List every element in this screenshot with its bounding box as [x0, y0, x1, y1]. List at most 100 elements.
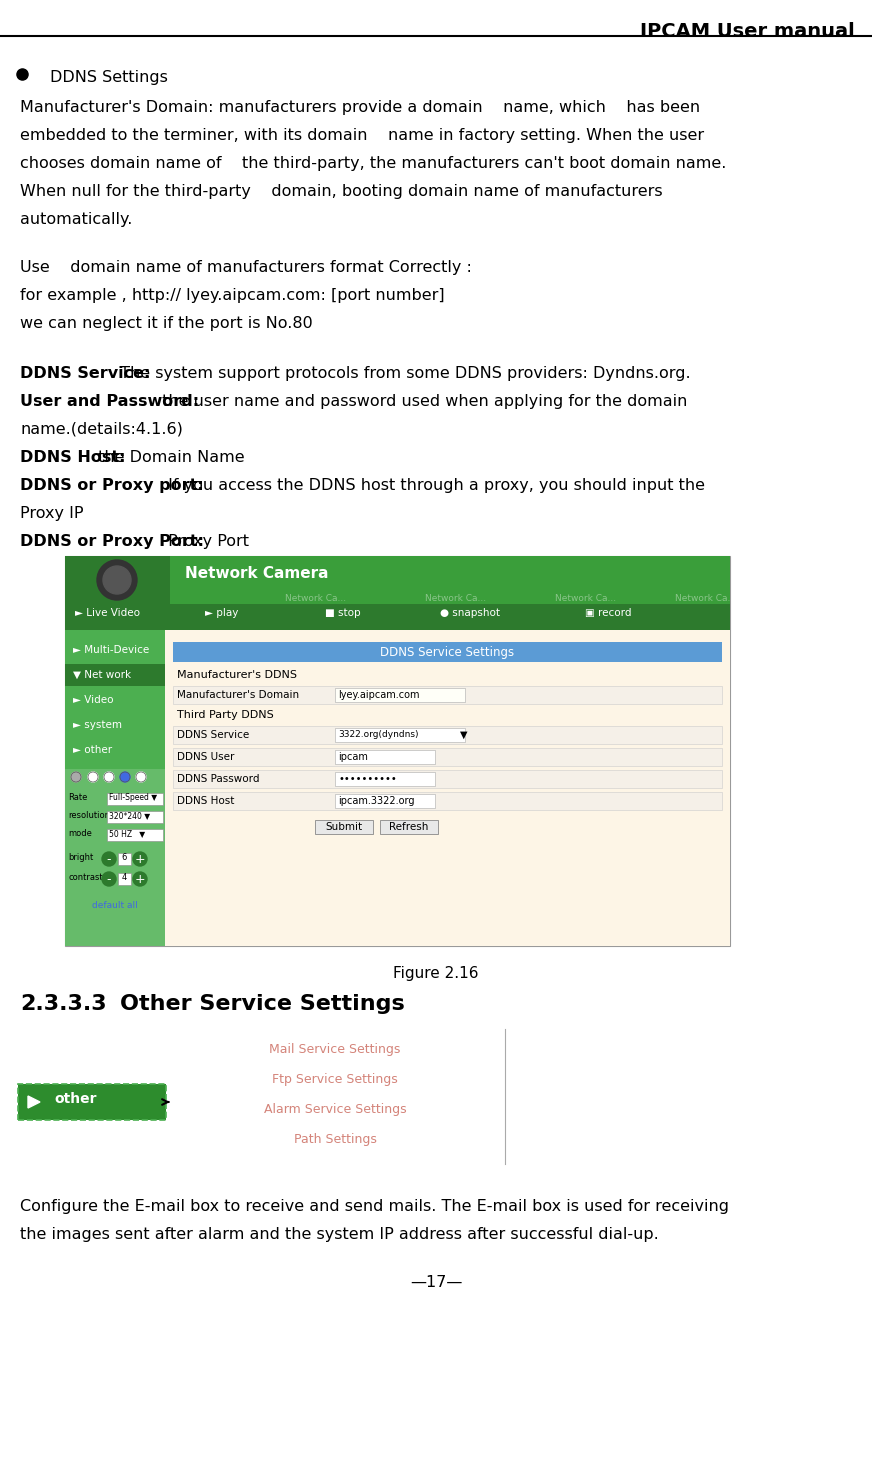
Text: IPCAM User manual: IPCAM User manual [640, 22, 855, 41]
Text: Configure the E-mail box to receive and send mails. The E-mail box is used for r: Configure the E-mail box to receive and … [20, 1199, 729, 1213]
Circle shape [97, 560, 137, 600]
Text: resolution: resolution [68, 811, 110, 820]
Bar [380, 820, 438, 834]
Text: -: - [106, 853, 112, 866]
Bar [65, 556, 730, 605]
Text: Alarm Service Settings: Alarm Service Settings [263, 1103, 406, 1116]
Bar [65, 769, 165, 785]
Text: 320*240 ▼: 320*240 ▼ [109, 811, 150, 820]
Text: 4: 4 [121, 873, 126, 882]
Text: Network Ca...: Network Ca... [555, 594, 617, 603]
Text: Manufacturer's Domain: Manufacturer's Domain [177, 690, 299, 701]
Text: ▣ record: ▣ record [585, 607, 631, 618]
Bar [18, 1083, 166, 1120]
Text: Manufacturer's Domain: manufacturers provide a domain    name, which    has been: Manufacturer's Domain: manufacturers pro… [20, 101, 700, 115]
Bar [65, 556, 170, 605]
Bar [173, 770, 722, 788]
Text: mode: mode [68, 829, 92, 838]
Bar [173, 686, 722, 704]
Text: for example , http:// lyey.aipcam.com: [port number]: for example , http:// lyey.aipcam.com: [… [20, 288, 445, 303]
Text: bright: bright [68, 853, 93, 862]
Text: ••••••••••: •••••••••• [338, 774, 397, 783]
Circle shape [71, 772, 81, 782]
Text: ipcam: ipcam [338, 752, 368, 763]
Text: Rate: Rate [68, 794, 87, 803]
Text: Refresh: Refresh [389, 822, 429, 832]
Text: ► Video: ► Video [73, 695, 113, 705]
Bar [65, 664, 165, 686]
Text: Network Camera: Network Camera [185, 566, 329, 581]
Circle shape [136, 772, 146, 782]
Circle shape [120, 772, 130, 782]
Circle shape [133, 851, 147, 866]
Text: DDNS Host:: DDNS Host: [20, 449, 126, 466]
Text: Other Service Settings: Other Service Settings [120, 995, 405, 1014]
Text: Network Ca...: Network Ca... [425, 594, 486, 603]
Text: other: other [54, 1092, 97, 1106]
Text: DDNS User: DDNS User [177, 752, 235, 763]
Text: User and Password:: User and Password: [20, 395, 199, 409]
Text: Network Ca...: Network Ca... [675, 594, 736, 603]
Text: DDNS Service:: DDNS Service: [20, 367, 150, 381]
Text: the user name and password used when applying for the domain: the user name and password used when app… [157, 395, 687, 409]
Bar [335, 794, 435, 808]
Bar [65, 556, 730, 946]
Text: -: - [106, 873, 112, 885]
Circle shape [104, 772, 114, 782]
Circle shape [102, 872, 116, 885]
Text: DDNS Service: DDNS Service [177, 730, 249, 740]
Text: ► other: ► other [73, 745, 112, 755]
Text: chooses domain name of    the third-party, the manufacturers can't boot domain n: chooses domain name of the third-party, … [20, 157, 726, 171]
Text: DDNS or Proxy port:: DDNS or Proxy port: [20, 477, 204, 494]
Bar [173, 748, 722, 766]
Text: ▼: ▼ [460, 730, 467, 740]
Text: +: + [134, 873, 146, 885]
Text: ipcam.3322.org: ipcam.3322.org [338, 797, 414, 806]
Text: Path Settings: Path Settings [294, 1134, 377, 1145]
Text: 2.3.3.3: 2.3.3.3 [20, 995, 106, 1014]
Text: DDNS Service Settings: DDNS Service Settings [380, 646, 514, 659]
Text: embedded to the terminer, with its domain    name in factory setting. When the u: embedded to the terminer, with its domai… [20, 129, 704, 143]
Text: ► Multi-Device: ► Multi-Device [73, 644, 149, 655]
Text: 50 HZ   ▼: 50 HZ ▼ [109, 829, 145, 838]
Bar [173, 641, 722, 662]
Bar [173, 726, 722, 743]
Text: DDNS Host: DDNS Host [177, 797, 235, 806]
Bar [118, 873, 131, 885]
Text: Figure 2.16: Figure 2.16 [393, 967, 479, 981]
Bar [107, 794, 163, 806]
Circle shape [88, 772, 98, 782]
Circle shape [103, 566, 131, 594]
Polygon shape [28, 1097, 40, 1108]
Text: 3322.org(dyndns): 3322.org(dyndns) [338, 730, 419, 739]
Text: Submit: Submit [325, 822, 363, 832]
Bar [173, 792, 722, 810]
Bar [165, 1029, 505, 1165]
Text: name.(details:4.1.6): name.(details:4.1.6) [20, 423, 183, 437]
Text: The system support protocols from some DDNS providers: Dyndns.org.: The system support protocols from some D… [115, 367, 691, 381]
Text: —17—: —17— [410, 1276, 462, 1290]
Bar [107, 811, 163, 823]
Text: DDNS Settings: DDNS Settings [50, 69, 168, 86]
Text: Mail Service Settings: Mail Service Settings [269, 1043, 401, 1055]
Text: If you access the DDNS host through a proxy, you should input the: If you access the DDNS host through a pr… [162, 477, 705, 494]
Text: automatically.: automatically. [20, 211, 133, 228]
Bar [165, 630, 730, 946]
Text: Third Party DDNS: Third Party DDNS [177, 709, 274, 720]
Text: Proxy Port: Proxy Port [162, 534, 249, 548]
Text: ► play: ► play [205, 607, 238, 618]
Text: Use    domain name of manufacturers format Correctly :: Use domain name of manufacturers format … [20, 260, 472, 275]
Text: we can neglect it if the port is No.80: we can neglect it if the port is No.80 [20, 316, 313, 331]
Bar [65, 769, 165, 946]
Text: Full-Speed ▼: Full-Speed ▼ [109, 794, 157, 803]
Text: default all: default all [92, 902, 138, 910]
Circle shape [133, 872, 147, 885]
Text: DDNS Password: DDNS Password [177, 774, 260, 783]
Bar [118, 853, 131, 865]
Bar [335, 772, 435, 786]
Text: Proxy IP: Proxy IP [20, 505, 84, 522]
Text: DDNS or Proxy Port:: DDNS or Proxy Port: [20, 534, 204, 548]
Text: ► Live Video: ► Live Video [75, 607, 140, 618]
Text: +: + [134, 853, 146, 866]
Text: ► system: ► system [73, 720, 122, 730]
